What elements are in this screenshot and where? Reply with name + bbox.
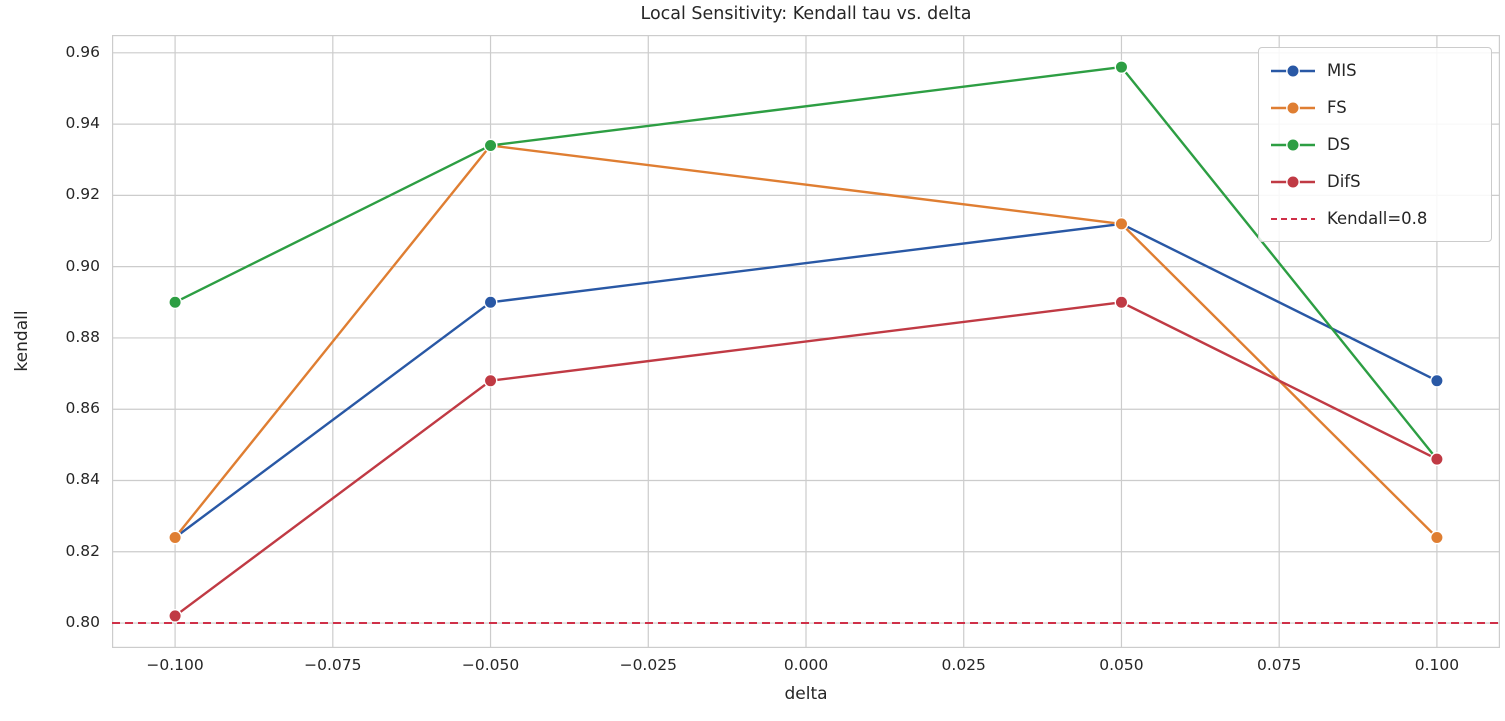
legend: MIS FS DS DifS Kendall=0.8 xyxy=(1258,47,1492,242)
legend-label: FS xyxy=(1327,98,1347,117)
legend-line-marker-icon xyxy=(1271,63,1315,78)
y-tick-label: 0.82 xyxy=(65,541,100,560)
x-tick-label: −0.075 xyxy=(304,656,362,674)
data-point-difs xyxy=(1430,452,1444,467)
y-tick-label: 0.88 xyxy=(65,327,100,346)
plot-area xyxy=(112,35,1500,648)
legend-marker-sample xyxy=(1286,174,1300,189)
data-point-fs xyxy=(168,530,182,545)
legend-dashed-line-icon xyxy=(1271,217,1315,220)
axes-frame xyxy=(112,35,1500,648)
legend-line-marker-icon xyxy=(1271,100,1315,115)
data-point-ds xyxy=(168,295,182,310)
legend-item-kendall-0-8: Kendall=0.8 xyxy=(1270,204,1480,233)
data-point-ds xyxy=(483,138,498,153)
x-tick-label: −0.050 xyxy=(461,656,520,674)
chart-title: Local Sensitivity: Kendall tau vs. delta xyxy=(640,4,972,24)
data-point-difs xyxy=(483,373,498,388)
legend-marker-sample xyxy=(1286,63,1300,78)
series-line-mis xyxy=(173,222,1439,539)
legend-marker-sample xyxy=(1286,137,1300,152)
legend-line-marker-icon xyxy=(1271,174,1315,189)
data-point-fs xyxy=(1430,530,1444,545)
y-tick-label: 0.86 xyxy=(65,399,100,418)
legend-item-difs: DifS xyxy=(1270,167,1480,196)
y-tick-label: 0.84 xyxy=(65,470,100,489)
legend-label: Kendall=0.8 xyxy=(1327,209,1428,228)
data-point-difs xyxy=(1114,295,1129,310)
x-tick-label: 0.075 xyxy=(1256,656,1302,674)
y-tick-label: 0.94 xyxy=(65,114,100,133)
x-tick-label: 0.100 xyxy=(1414,656,1460,674)
data-point-ds xyxy=(1114,60,1129,74)
x-axis-label: delta xyxy=(784,684,828,704)
legend-item-fs: FS xyxy=(1270,93,1480,122)
series-line-difs xyxy=(173,301,1439,618)
legend-item-ds: DS xyxy=(1270,130,1480,159)
data-point-mis xyxy=(1430,373,1444,388)
y-axis-label: kendall xyxy=(12,310,32,372)
x-tick-label: 0.025 xyxy=(941,656,986,674)
data-point-difs xyxy=(168,609,182,623)
x-tick-label: −0.025 xyxy=(619,656,677,674)
legend-marker-sample xyxy=(1286,100,1300,115)
y-tick-label: 0.92 xyxy=(65,185,100,204)
y-tick-label: 0.90 xyxy=(65,256,100,275)
data-point-fs xyxy=(1114,216,1129,231)
legend-item-mis: MIS xyxy=(1270,56,1480,85)
data-point-mis xyxy=(483,295,498,310)
legend-label: DS xyxy=(1327,135,1351,154)
x-tick-label: 0.000 xyxy=(783,656,829,674)
x-tick-label: 0.050 xyxy=(1099,656,1144,674)
x-tick-label: −0.100 xyxy=(146,656,204,674)
series-line-ds xyxy=(173,65,1439,461)
y-tick-label: 0.80 xyxy=(65,613,100,632)
legend-line-marker-icon xyxy=(1271,137,1315,152)
y-tick-label: 0.96 xyxy=(65,42,100,61)
legend-label: DifS xyxy=(1327,172,1361,191)
legend-label: MIS xyxy=(1327,61,1357,80)
